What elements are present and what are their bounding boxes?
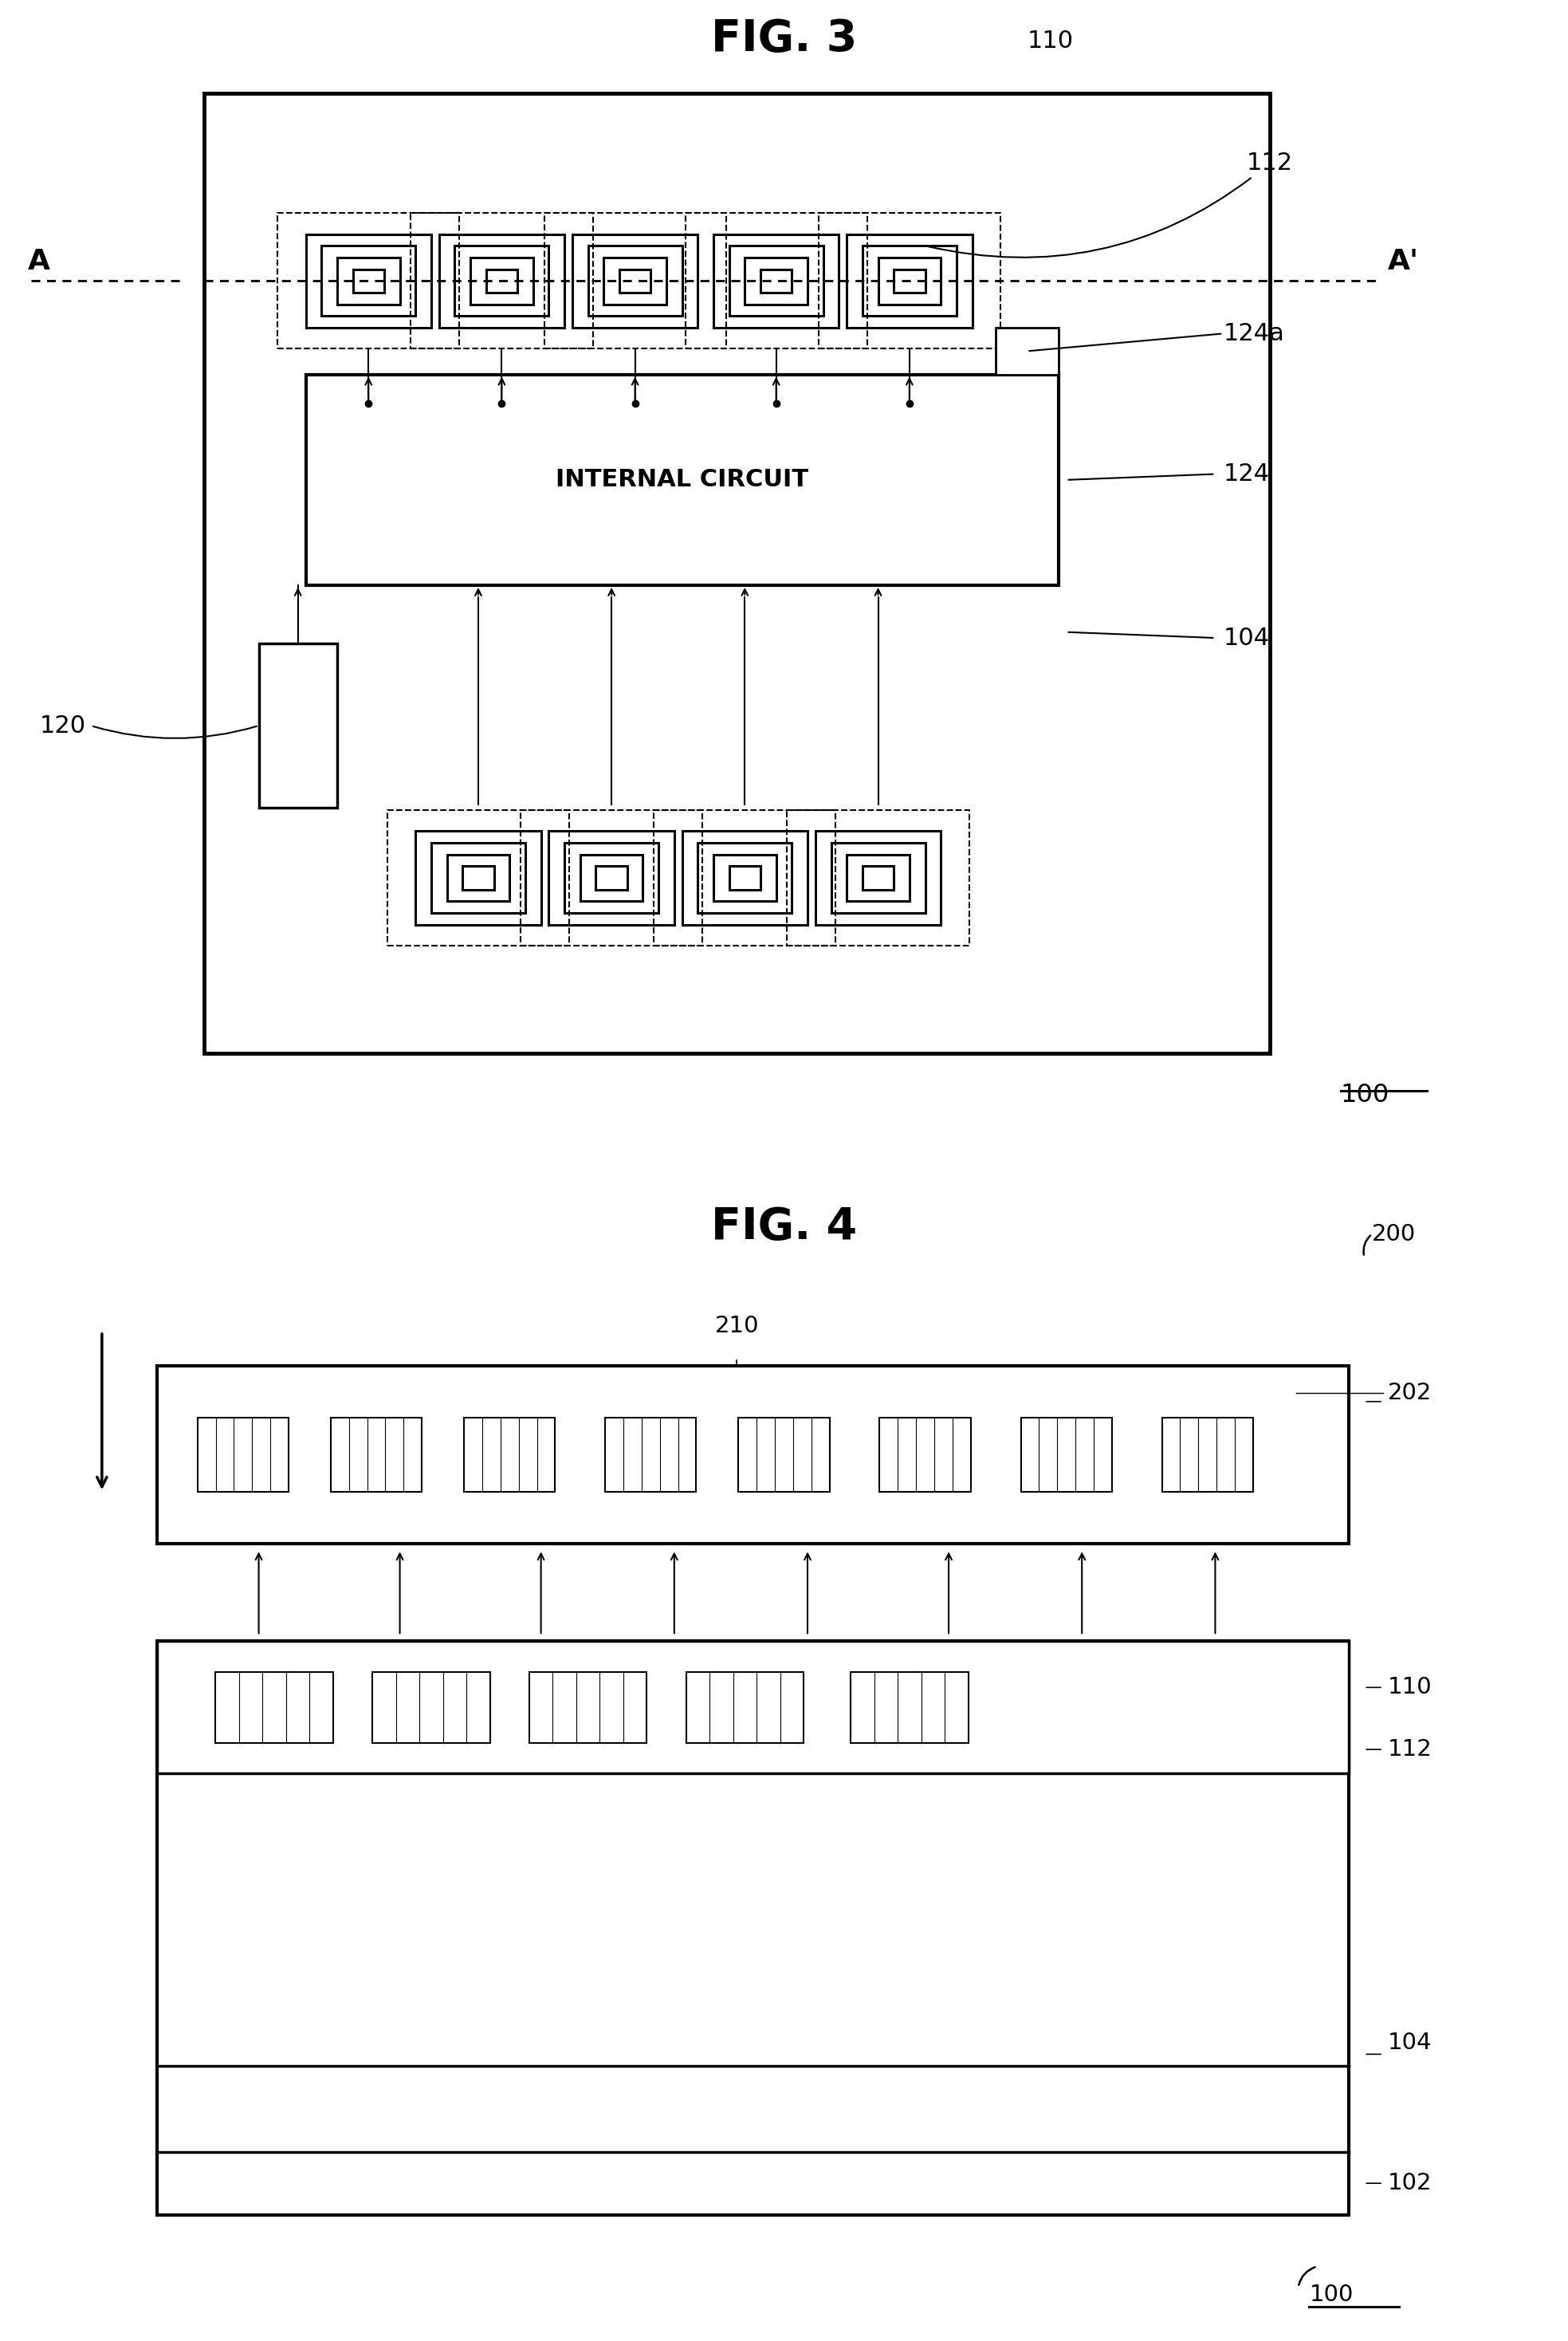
Bar	[619, 269, 651, 293]
Bar	[685, 1671, 803, 1742]
Text: 104: 104	[1223, 627, 1270, 648]
Bar	[880, 1419, 971, 1491]
Bar	[815, 831, 941, 925]
Bar	[564, 843, 659, 913]
Text: 112: 112	[1388, 1739, 1432, 1760]
Bar	[157, 1367, 1348, 1543]
Bar	[447, 854, 510, 901]
Bar	[198, 1419, 289, 1491]
Bar	[321, 246, 416, 316]
Text: INTERNAL CIRCUIT: INTERNAL CIRCUIT	[555, 468, 809, 492]
Bar	[580, 854, 643, 901]
Bar	[439, 234, 564, 328]
Text: 110: 110	[1388, 1676, 1432, 1700]
Bar	[862, 866, 894, 890]
Text: 110: 110	[1027, 30, 1074, 52]
Bar	[894, 269, 925, 293]
Text: 124: 124	[1223, 464, 1270, 485]
Bar	[278, 213, 459, 349]
Bar	[549, 831, 674, 925]
Bar	[521, 810, 702, 946]
Bar	[818, 213, 1000, 349]
Bar	[847, 854, 909, 901]
Bar	[431, 843, 525, 913]
Text: 200: 200	[1372, 1222, 1416, 1245]
Bar	[850, 1671, 967, 1742]
Bar	[486, 269, 517, 293]
Bar	[878, 258, 941, 304]
Text: 104: 104	[1388, 2032, 1432, 2053]
Bar	[654, 810, 836, 946]
Bar	[259, 644, 337, 808]
Bar	[215, 1671, 332, 1742]
Bar	[682, 831, 808, 925]
Bar	[729, 246, 823, 316]
Bar	[862, 246, 956, 316]
Bar	[544, 213, 726, 349]
Text: A: A	[28, 248, 50, 276]
Bar	[337, 258, 400, 304]
Bar	[528, 1671, 646, 1742]
Bar	[739, 1419, 829, 1491]
Bar	[1021, 1419, 1112, 1491]
Bar	[831, 843, 925, 913]
Text: A': A'	[1388, 248, 1419, 276]
Bar	[588, 246, 682, 316]
Bar	[572, 234, 698, 328]
Bar	[306, 375, 1058, 585]
Bar	[1162, 1419, 1253, 1491]
Text: 210: 210	[715, 1316, 759, 1337]
Text: FIG. 3: FIG. 3	[710, 19, 858, 61]
Bar	[331, 1419, 422, 1491]
Bar	[604, 258, 666, 304]
Bar	[685, 213, 867, 349]
Bar	[470, 258, 533, 304]
Bar	[353, 269, 384, 293]
Bar	[713, 854, 776, 901]
Text: 124a: 124a	[1223, 323, 1284, 344]
Bar	[455, 246, 549, 316]
Bar	[729, 866, 760, 890]
Bar	[605, 1419, 696, 1491]
Bar	[204, 94, 1270, 1053]
Bar	[387, 810, 569, 946]
Text: 100: 100	[1309, 2285, 1353, 2306]
Text: 100: 100	[1341, 1082, 1389, 1107]
Bar	[464, 1419, 555, 1491]
Bar	[847, 234, 972, 328]
Text: 112: 112	[927, 152, 1294, 258]
Bar	[157, 1641, 1348, 1772]
Bar	[760, 269, 792, 293]
Text: 202: 202	[1388, 1381, 1432, 1405]
Bar	[596, 866, 627, 890]
Bar	[463, 866, 494, 890]
Text: FIG. 4: FIG. 4	[710, 1206, 858, 1248]
Bar	[713, 234, 839, 328]
Bar	[698, 843, 792, 913]
Bar	[996, 328, 1058, 375]
Text: 102: 102	[1388, 2172, 1432, 2194]
Bar	[745, 258, 808, 304]
Bar	[373, 1671, 489, 1742]
Bar	[787, 810, 969, 946]
Bar	[306, 234, 431, 328]
Bar	[411, 213, 593, 349]
Bar	[416, 831, 541, 925]
Bar	[157, 1641, 1348, 2215]
Text: 120: 120	[39, 714, 86, 737]
